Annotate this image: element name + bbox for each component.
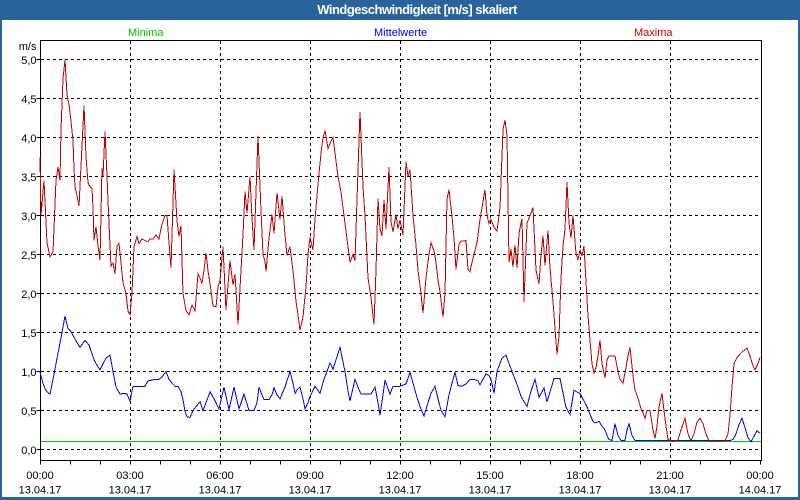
- svg-text:0,0: 0,0: [21, 445, 36, 457]
- svg-text:13.04.17: 13.04.17: [19, 485, 62, 497]
- svg-text:3,5: 3,5: [21, 172, 36, 184]
- svg-text:15:00: 15:00: [476, 470, 504, 482]
- svg-text:3,0: 3,0: [21, 211, 36, 223]
- svg-text:06:00: 06:00: [206, 470, 234, 482]
- svg-text:13.04.17: 13.04.17: [649, 485, 692, 497]
- svg-text:13.04.17: 13.04.17: [379, 485, 422, 497]
- svg-text:1,0: 1,0: [21, 367, 36, 379]
- svg-text:5,0: 5,0: [21, 55, 36, 67]
- svg-text:13.04.17: 13.04.17: [559, 485, 602, 497]
- svg-text:1,5: 1,5: [21, 328, 36, 340]
- svg-text:00:00: 00:00: [26, 470, 54, 482]
- svg-text:00:00: 00:00: [746, 470, 774, 482]
- svg-text:09:00: 09:00: [296, 470, 324, 482]
- svg-text:0,5: 0,5: [21, 406, 36, 418]
- svg-text:14.04.17: 14.04.17: [739, 485, 782, 497]
- svg-text:13.04.17: 13.04.17: [109, 485, 152, 497]
- svg-text:4,5: 4,5: [21, 94, 36, 106]
- svg-text:2,0: 2,0: [21, 289, 36, 301]
- svg-text:2,5: 2,5: [21, 250, 36, 262]
- svg-text:12:00: 12:00: [386, 470, 414, 482]
- svg-text:18:00: 18:00: [566, 470, 594, 482]
- svg-text:13.04.17: 13.04.17: [469, 485, 512, 497]
- svg-text:21:00: 21:00: [656, 470, 684, 482]
- svg-text:m/s: m/s: [19, 41, 37, 53]
- svg-text:03:00: 03:00: [116, 470, 144, 482]
- svg-text:13.04.17: 13.04.17: [289, 485, 332, 497]
- svg-text:4,0: 4,0: [21, 133, 36, 145]
- svg-text:13.04.17: 13.04.17: [199, 485, 242, 497]
